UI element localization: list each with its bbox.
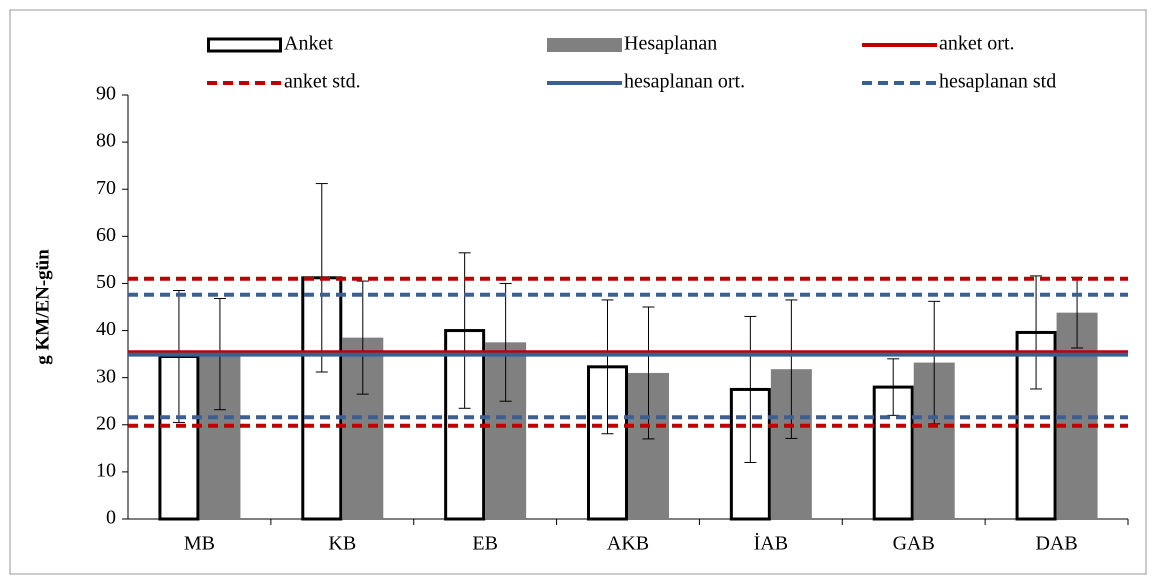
legend-swatch	[547, 38, 622, 52]
y-tick-label: 70	[96, 177, 116, 199]
y-tick-label: 10	[96, 459, 116, 481]
y-tick-label: 60	[96, 224, 116, 246]
y-tick-label: 50	[96, 271, 116, 293]
y-tick-label: 90	[96, 83, 116, 105]
y-tick-label: 30	[96, 365, 116, 387]
y-tick-label: 0	[106, 507, 116, 529]
y-tick-label: 80	[96, 130, 116, 152]
y-tick-label: 40	[96, 318, 116, 340]
legend-label: anket std.	[284, 71, 361, 93]
legend-label: Anket	[284, 33, 333, 55]
legend-label: Hesaplanan	[624, 33, 717, 55]
x-tick-label: AKB	[607, 533, 649, 555]
legend-label: hesaplanan ort.	[624, 71, 745, 93]
x-tick-label: MB	[184, 533, 215, 555]
legend-label: anket ort.	[939, 33, 1015, 55]
x-tick-label: DAB	[1035, 533, 1077, 555]
x-tick-label: İAB	[754, 532, 788, 555]
x-tick-label: GAB	[893, 533, 935, 555]
y-axis-label: g KM/EN-gün	[32, 249, 53, 365]
y-tick-label: 20	[96, 412, 116, 434]
legend-swatch	[207, 37, 282, 53]
x-tick-label: EB	[472, 533, 498, 555]
legend-label: hesaplanan std	[939, 71, 1056, 93]
x-tick-label: KB	[328, 533, 356, 555]
